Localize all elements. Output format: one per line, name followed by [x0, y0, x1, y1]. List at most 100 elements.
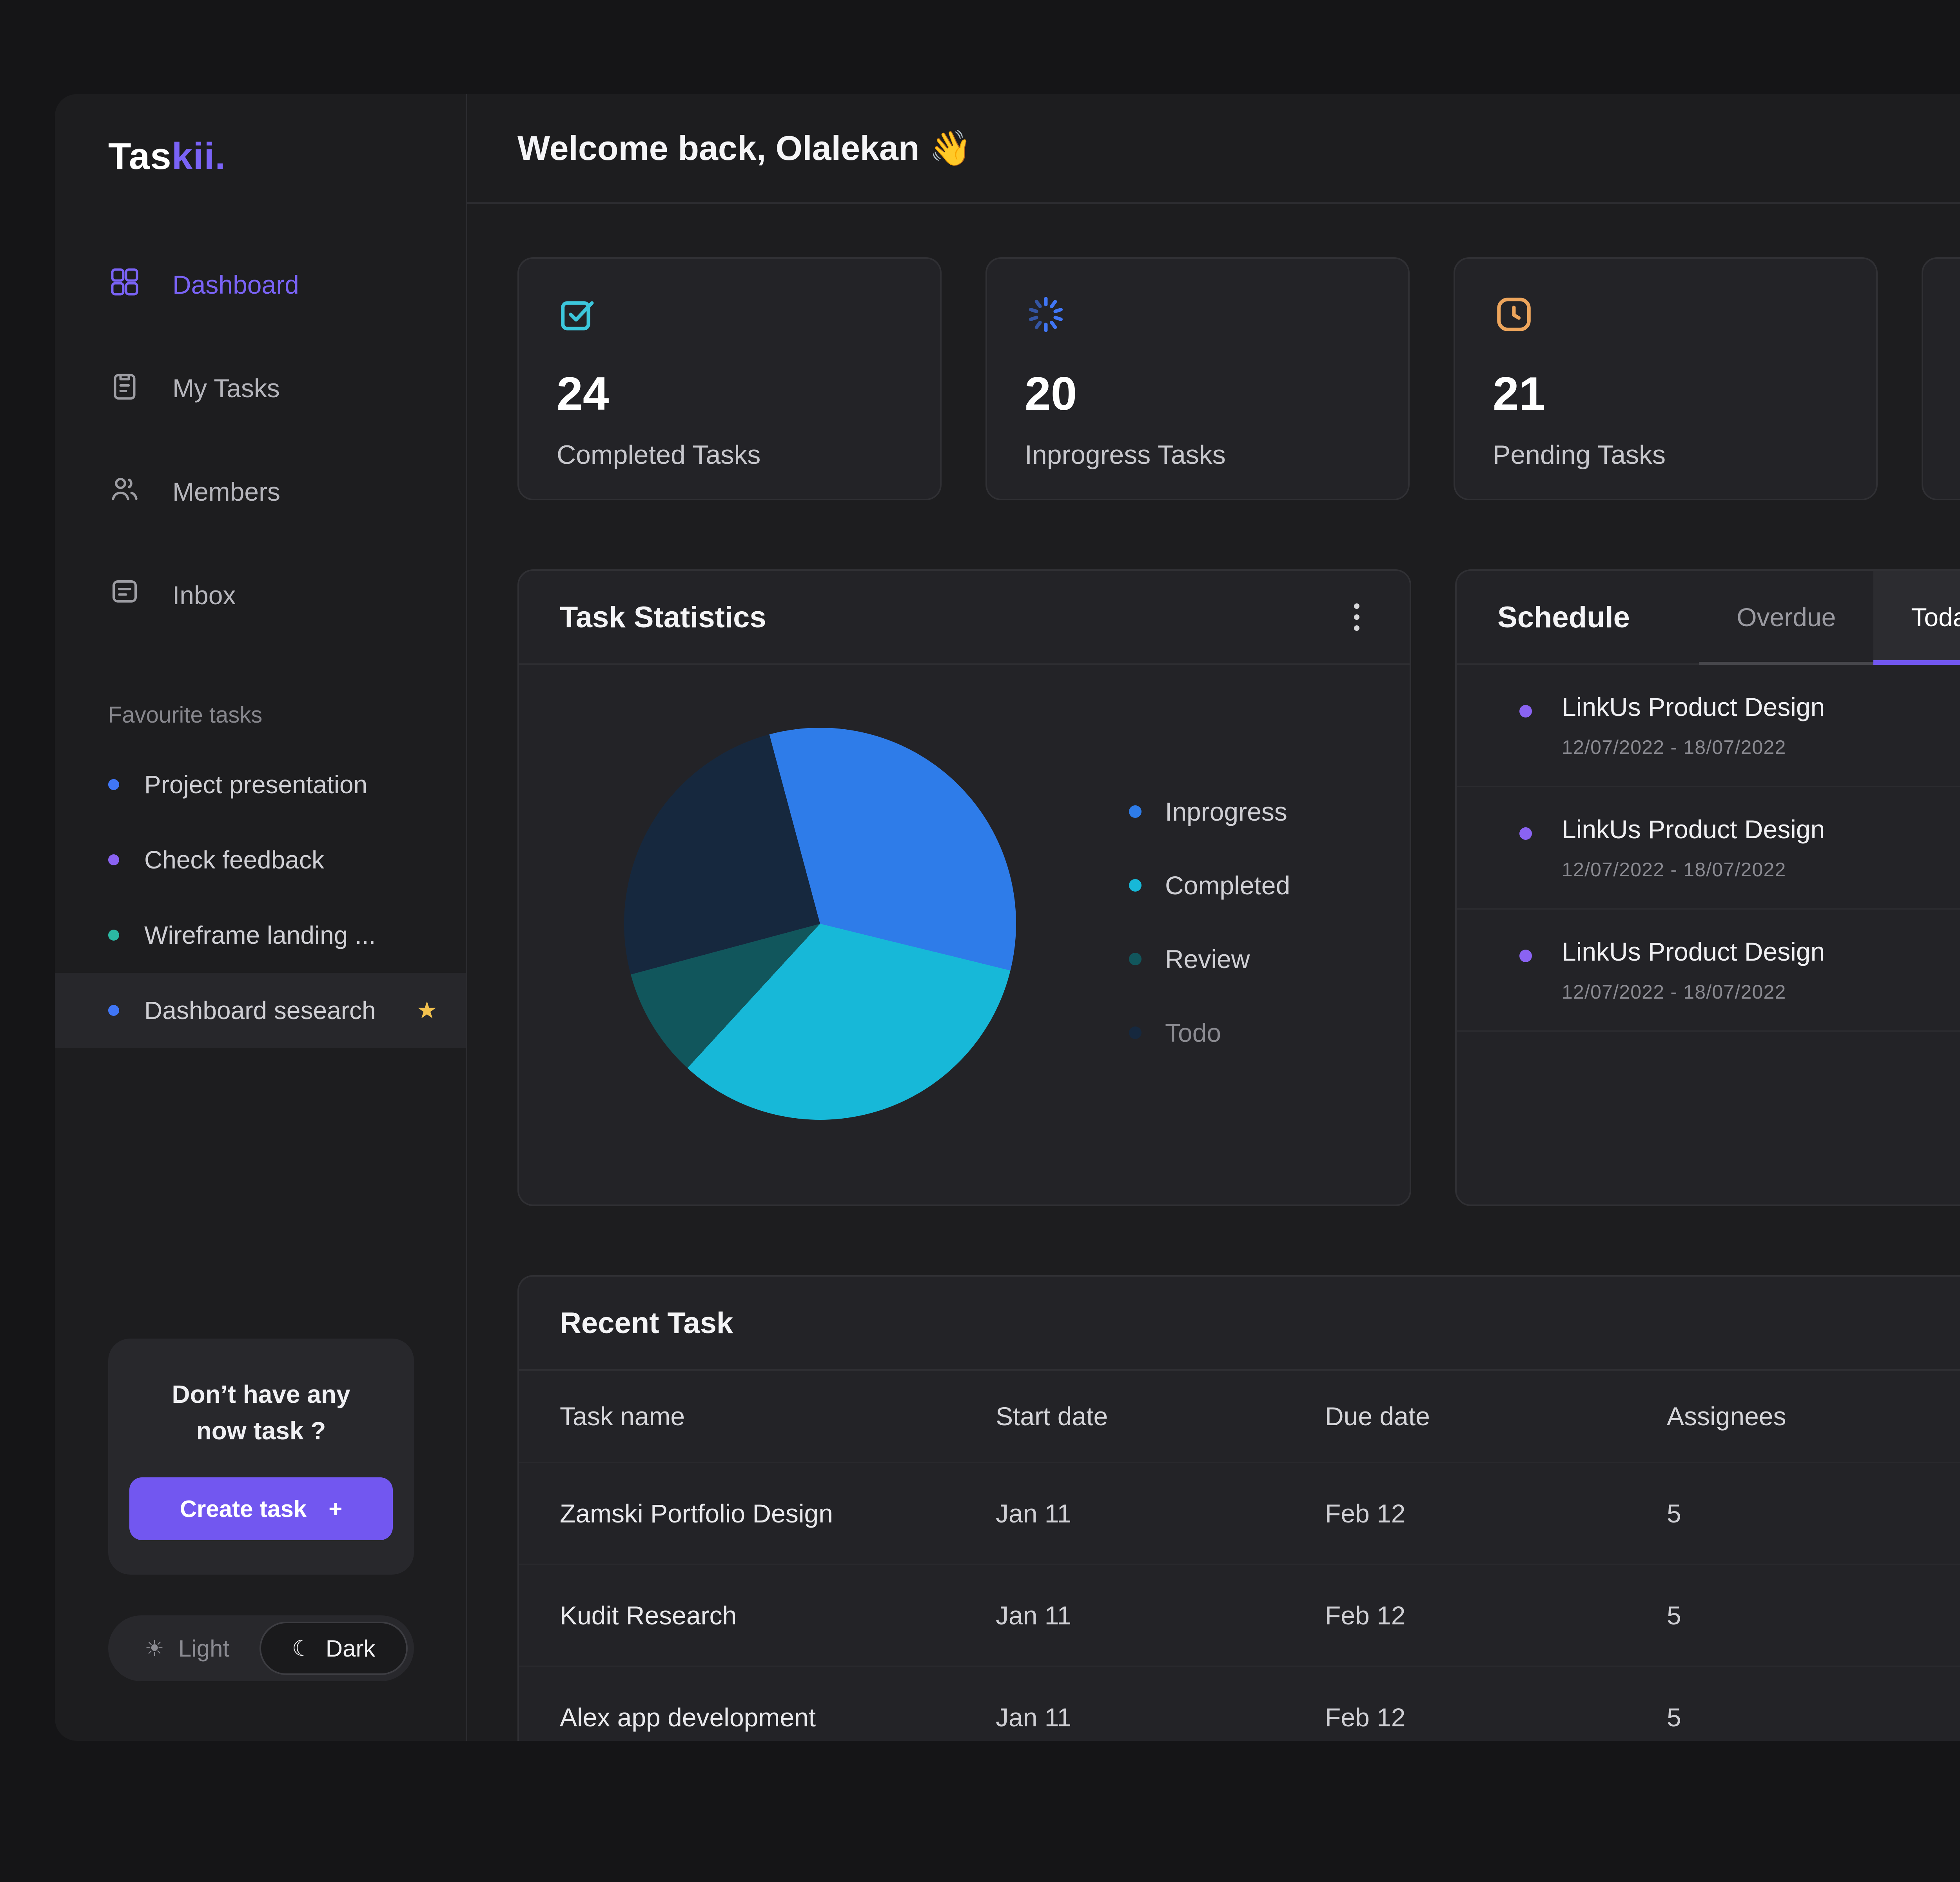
create-task-card: Don’t have any now task ? Create task +: [108, 1339, 414, 1575]
stat-label: Completed Tasks: [557, 440, 761, 470]
task-statistics-header: Task Statistics: [519, 571, 1410, 665]
schedule-item[interactable]: LinkUs Product Design 12/07/2022 - 18/07/…: [1457, 910, 1960, 1032]
favourites-heading: Favourite tasks: [108, 702, 263, 728]
task-name-cell: Zamski Portfolio Design: [560, 1499, 833, 1528]
favourite-label: Check feedback: [144, 846, 324, 874]
task-color-dot: [108, 1005, 119, 1016]
column-header: Due date: [1325, 1402, 1430, 1431]
legend-item-review: Review: [1129, 944, 1290, 974]
create-task-button[interactable]: Create task +: [129, 1477, 393, 1540]
sidebar-item-label: Dashboard: [172, 270, 299, 299]
favourite-item-selected[interactable]: Dashboard sesearch ★: [55, 973, 466, 1048]
brand-logo[interactable]: Taskii.: [55, 135, 466, 178]
star-icon[interactable]: ★: [416, 997, 437, 1023]
sun-icon: ☀: [144, 1636, 165, 1660]
pie-legend: Inprogress Completed Review Todo: [1129, 797, 1290, 1048]
task-name-cell: Alex app development: [560, 1703, 816, 1732]
favourite-item[interactable]: Wireframe landing ...: [55, 897, 466, 973]
theme-light-option[interactable]: ☀ Light: [114, 1622, 260, 1675]
legend-dot: [1129, 879, 1142, 892]
schedule-item[interactable]: LinkUs Product Design 12/07/2022 - 18/07/…: [1457, 665, 1960, 787]
favourite-item[interactable]: Check feedback: [55, 822, 466, 897]
tab-today[interactable]: Today3: [1873, 571, 1960, 665]
start-date-cell: Jan 11: [996, 1703, 1072, 1732]
members-icon: [108, 472, 141, 511]
stat-label: Pending Tasks: [1493, 440, 1666, 470]
task-name-cell: Kudit Research: [560, 1601, 737, 1630]
assignees-cell: 5: [1667, 1499, 1681, 1528]
stat-value: 21: [1493, 367, 1545, 420]
moon-icon: ☾: [292, 1636, 312, 1660]
sidebar-item-members[interactable]: Members: [55, 448, 466, 536]
stat-card-completed: 24 Completed Tasks: [517, 257, 942, 500]
sidebar-item-inbox[interactable]: Inbox: [55, 551, 466, 639]
favourite-label: Project presentation: [144, 770, 368, 799]
stat-cards: 24 Completed Tasks 20 Inprogress Tasks 2…: [517, 257, 1960, 500]
due-date-cell: Feb 12: [1325, 1703, 1406, 1732]
sidebar: Taskii. Dashboard My Tasks Members Inbox: [55, 94, 467, 1741]
table-row[interactable]: Alex app development Jan 11 Feb 12 5 90%: [519, 1666, 1960, 1741]
theme-dark-label: Dark: [325, 1635, 376, 1662]
table-row[interactable]: Zamski Portfolio Design Jan 11 Feb 12 5 …: [519, 1462, 1960, 1564]
legend-dot: [1129, 953, 1142, 965]
sidebar-item-my-tasks[interactable]: My Tasks: [55, 344, 466, 432]
pie-chart: [624, 728, 1016, 1120]
theme-light-label: Light: [178, 1635, 230, 1662]
tab-overdue[interactable]: Overdue: [1737, 603, 1836, 632]
legend-item-completed: Completed: [1129, 870, 1290, 900]
stat-card-inprogress: 20 Inprogress Tasks: [985, 257, 1410, 500]
favourite-label: Dashboard sesearch: [144, 996, 376, 1025]
sidebar-item-label: Members: [172, 477, 281, 506]
schedule-card: Schedule Overdue Today3 Pending L: [1455, 569, 1960, 1206]
start-date-cell: Jan 11: [996, 1499, 1072, 1528]
sidebar-item-label: Inbox: [172, 581, 236, 610]
schedule-item-title: LinkUs Product Design: [1562, 692, 1825, 721]
schedule-item-title: LinkUs Product Design: [1562, 937, 1825, 966]
schedule-dot: [1519, 950, 1532, 962]
clipboard-icon: [108, 369, 141, 408]
schedule-item-title: LinkUs Product Design: [1562, 815, 1825, 844]
brand-suffix: kii.: [171, 135, 226, 177]
card-title: Task Statistics: [560, 600, 766, 634]
loader-spinner-icon: [1025, 297, 1067, 341]
schedule-item[interactable]: LinkUs Product Design 12/07/2022 - 18/07/…: [1457, 787, 1960, 910]
legend-dot: [1129, 805, 1142, 818]
stat-value: 24: [557, 367, 609, 420]
schedule-tabs: Overdue Today3 Pending: [1699, 571, 1960, 665]
column-header: Start date: [996, 1402, 1108, 1431]
stat-card-total: 65 Total Tasks: [1922, 257, 1960, 500]
table-row[interactable]: Kudit Research Jan 11 Feb 12 5 30%: [519, 1564, 1960, 1666]
sidebar-item-dashboard[interactable]: Dashboard: [55, 241, 466, 329]
task-color-dot: [108, 930, 119, 941]
task-color-dot: [108, 854, 119, 865]
middle-row: Task Statistics Inprogress Completed Rev…: [517, 569, 1960, 1206]
page-title: Welcome back, Olalekan 👋: [517, 128, 972, 167]
favourite-item[interactable]: Project presentation: [55, 747, 466, 822]
column-header: Assignees: [1667, 1402, 1786, 1431]
legend-dot: [1129, 1026, 1142, 1039]
schedule-item-dates: 12/07/2022 - 18/07/2022: [1562, 736, 1786, 758]
favourite-label: Wireframe landing ...: [144, 921, 376, 949]
recent-task-card: Recent Task Task name Start date Due dat…: [517, 1275, 1960, 1741]
brand-prefix: Tas: [108, 135, 172, 177]
app-window: Taskii. Dashboard My Tasks Members Inbox: [55, 94, 1960, 1741]
dashboard-content: 24 Completed Tasks 20 Inprogress Tasks 2…: [467, 204, 1960, 1741]
card-title: Schedule: [1497, 600, 1630, 634]
card-title: Recent Task: [560, 1306, 733, 1340]
kebab-menu-icon[interactable]: [1345, 594, 1369, 640]
due-date-cell: Feb 12: [1325, 1601, 1406, 1630]
inbox-chat-icon: [108, 576, 141, 615]
start-date-cell: Jan 11: [996, 1601, 1072, 1630]
schedule-item-dates: 12/07/2022 - 18/07/2022: [1562, 981, 1786, 1003]
schedule-list: LinkUs Product Design 12/07/2022 - 18/07/…: [1457, 665, 1960, 1032]
stat-label: Inprogress Tasks: [1025, 440, 1226, 470]
theme-dark-option[interactable]: ☾ Dark: [260, 1622, 408, 1675]
table-header-row: Task name Start date Due date Assignees …: [519, 1371, 1960, 1462]
cta-message: Don’t have any now task ?: [172, 1380, 350, 1445]
main-area: Welcome back, Olalekan 👋 +10 1: [467, 94, 1960, 1741]
task-color-dot: [108, 779, 119, 790]
due-date-cell: Feb 12: [1325, 1499, 1406, 1528]
task-statistics-body: Inprogress Completed Review Todo: [519, 665, 1410, 1204]
favourites-list: Project presentation Check feedback Wire…: [55, 747, 466, 1048]
